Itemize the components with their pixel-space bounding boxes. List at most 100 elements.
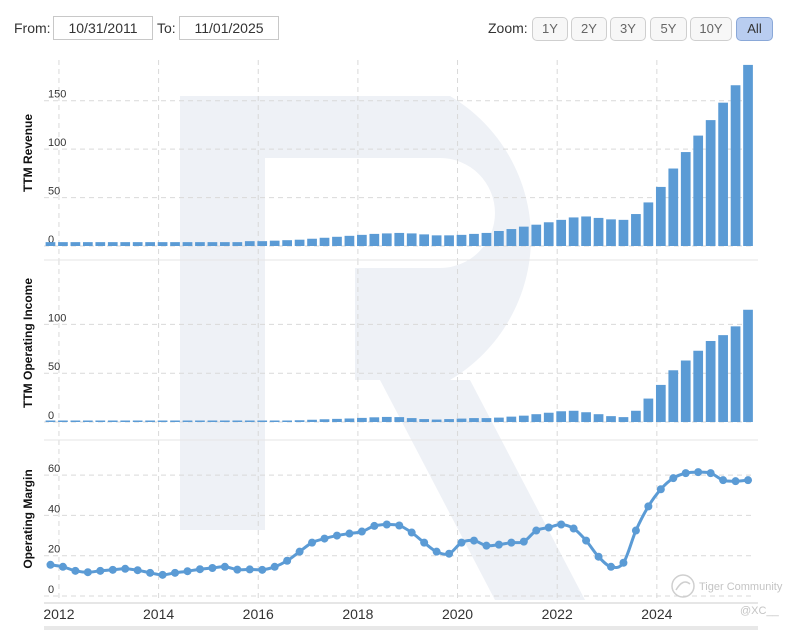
data-point[interactable] (482, 541, 491, 550)
bar[interactable] (718, 102, 728, 247)
data-point[interactable] (569, 524, 578, 533)
bar[interactable] (319, 419, 330, 422)
bar[interactable] (618, 417, 629, 422)
bar[interactable] (70, 420, 81, 423)
from-date-input[interactable]: 10/31/2011 (53, 16, 153, 40)
data-point[interactable] (121, 564, 130, 573)
bar[interactable] (107, 242, 118, 246)
bar[interactable] (170, 242, 180, 246)
bar[interactable] (705, 120, 716, 246)
data-point[interactable] (644, 502, 653, 511)
bar[interactable] (207, 242, 218, 246)
data-point[interactable] (46, 560, 55, 569)
bar[interactable] (419, 419, 430, 422)
data-point[interactable] (320, 534, 329, 543)
data-point[interactable] (370, 521, 379, 530)
bar[interactable] (132, 420, 143, 423)
data-point[interactable] (83, 568, 92, 577)
data-point[interactable] (171, 568, 180, 577)
data-point[interactable] (681, 469, 690, 478)
bar[interactable] (431, 235, 442, 246)
bar[interactable] (531, 224, 542, 246)
bar[interactable] (244, 420, 255, 423)
bar[interactable] (743, 309, 753, 422)
bar[interactable] (182, 242, 193, 246)
bar[interactable] (606, 219, 616, 246)
bar[interactable] (481, 418, 492, 422)
data-point[interactable] (133, 566, 142, 575)
bar[interactable] (631, 214, 641, 246)
bar[interactable] (469, 418, 479, 422)
data-point[interactable] (494, 540, 503, 549)
bar[interactable] (568, 217, 579, 246)
bar[interactable] (170, 420, 180, 423)
bar[interactable] (680, 152, 691, 246)
bar[interactable] (668, 370, 679, 422)
bar[interactable] (157, 420, 168, 423)
data-point[interactable] (407, 528, 416, 537)
data-point[interactable] (96, 566, 105, 575)
data-point[interactable] (270, 562, 279, 571)
bar[interactable] (643, 202, 654, 246)
data-point[interactable] (208, 564, 217, 573)
data-point[interactable] (445, 549, 454, 558)
bar[interactable] (182, 420, 193, 423)
bar[interactable] (257, 241, 268, 246)
data-point[interactable] (357, 527, 366, 536)
bar[interactable] (195, 420, 205, 423)
bar[interactable] (518, 226, 529, 246)
data-point[interactable] (71, 566, 80, 575)
bar[interactable] (705, 340, 716, 422)
bar[interactable] (581, 412, 591, 422)
data-point[interactable] (158, 570, 167, 579)
bar[interactable] (282, 420, 293, 423)
data-point[interactable] (58, 562, 67, 571)
bar[interactable] (718, 335, 728, 422)
bar[interactable] (307, 238, 317, 246)
bar[interactable] (120, 420, 131, 423)
bar[interactable] (444, 235, 454, 246)
data-point[interactable] (382, 520, 391, 529)
bar[interactable] (406, 418, 417, 422)
bar[interactable] (730, 85, 741, 247)
bar[interactable] (45, 420, 56, 423)
data-point[interactable] (258, 565, 267, 574)
data-point[interactable] (233, 565, 242, 574)
bar[interactable] (95, 242, 106, 246)
data-point[interactable] (108, 565, 117, 574)
data-point[interactable] (706, 469, 715, 478)
bar[interactable] (332, 236, 342, 246)
bar[interactable] (220, 242, 230, 246)
data-point[interactable] (744, 476, 753, 485)
bar[interactable] (307, 419, 317, 422)
data-point[interactable] (308, 538, 317, 547)
zoom-1y-button[interactable]: 1Y (532, 17, 568, 41)
bar[interactable] (357, 417, 367, 422)
bar[interactable] (543, 412, 554, 422)
navigator-strip[interactable] (44, 626, 758, 630)
data-point[interactable] (395, 521, 404, 530)
data-point[interactable] (283, 556, 292, 565)
bar[interactable] (232, 242, 243, 246)
bar[interactable] (95, 420, 106, 423)
bar[interactable] (294, 420, 305, 422)
data-point[interactable] (183, 567, 192, 576)
data-point[interactable] (420, 538, 429, 547)
bar[interactable] (145, 420, 155, 423)
data-point[interactable] (557, 520, 566, 529)
bar[interactable] (257, 420, 268, 423)
bar[interactable] (643, 398, 654, 422)
bar[interactable] (506, 229, 517, 246)
bar[interactable] (680, 360, 691, 422)
data-point[interactable] (544, 523, 553, 532)
bar[interactable] (730, 326, 741, 422)
bar[interactable] (693, 135, 704, 246)
data-point[interactable] (469, 536, 478, 545)
bar[interactable] (107, 420, 118, 423)
data-point[interactable] (220, 562, 229, 571)
bar[interactable] (344, 235, 355, 246)
bar[interactable] (581, 216, 591, 246)
bar[interactable] (344, 418, 355, 422)
data-point[interactable] (146, 568, 155, 577)
bar[interactable] (593, 414, 604, 422)
